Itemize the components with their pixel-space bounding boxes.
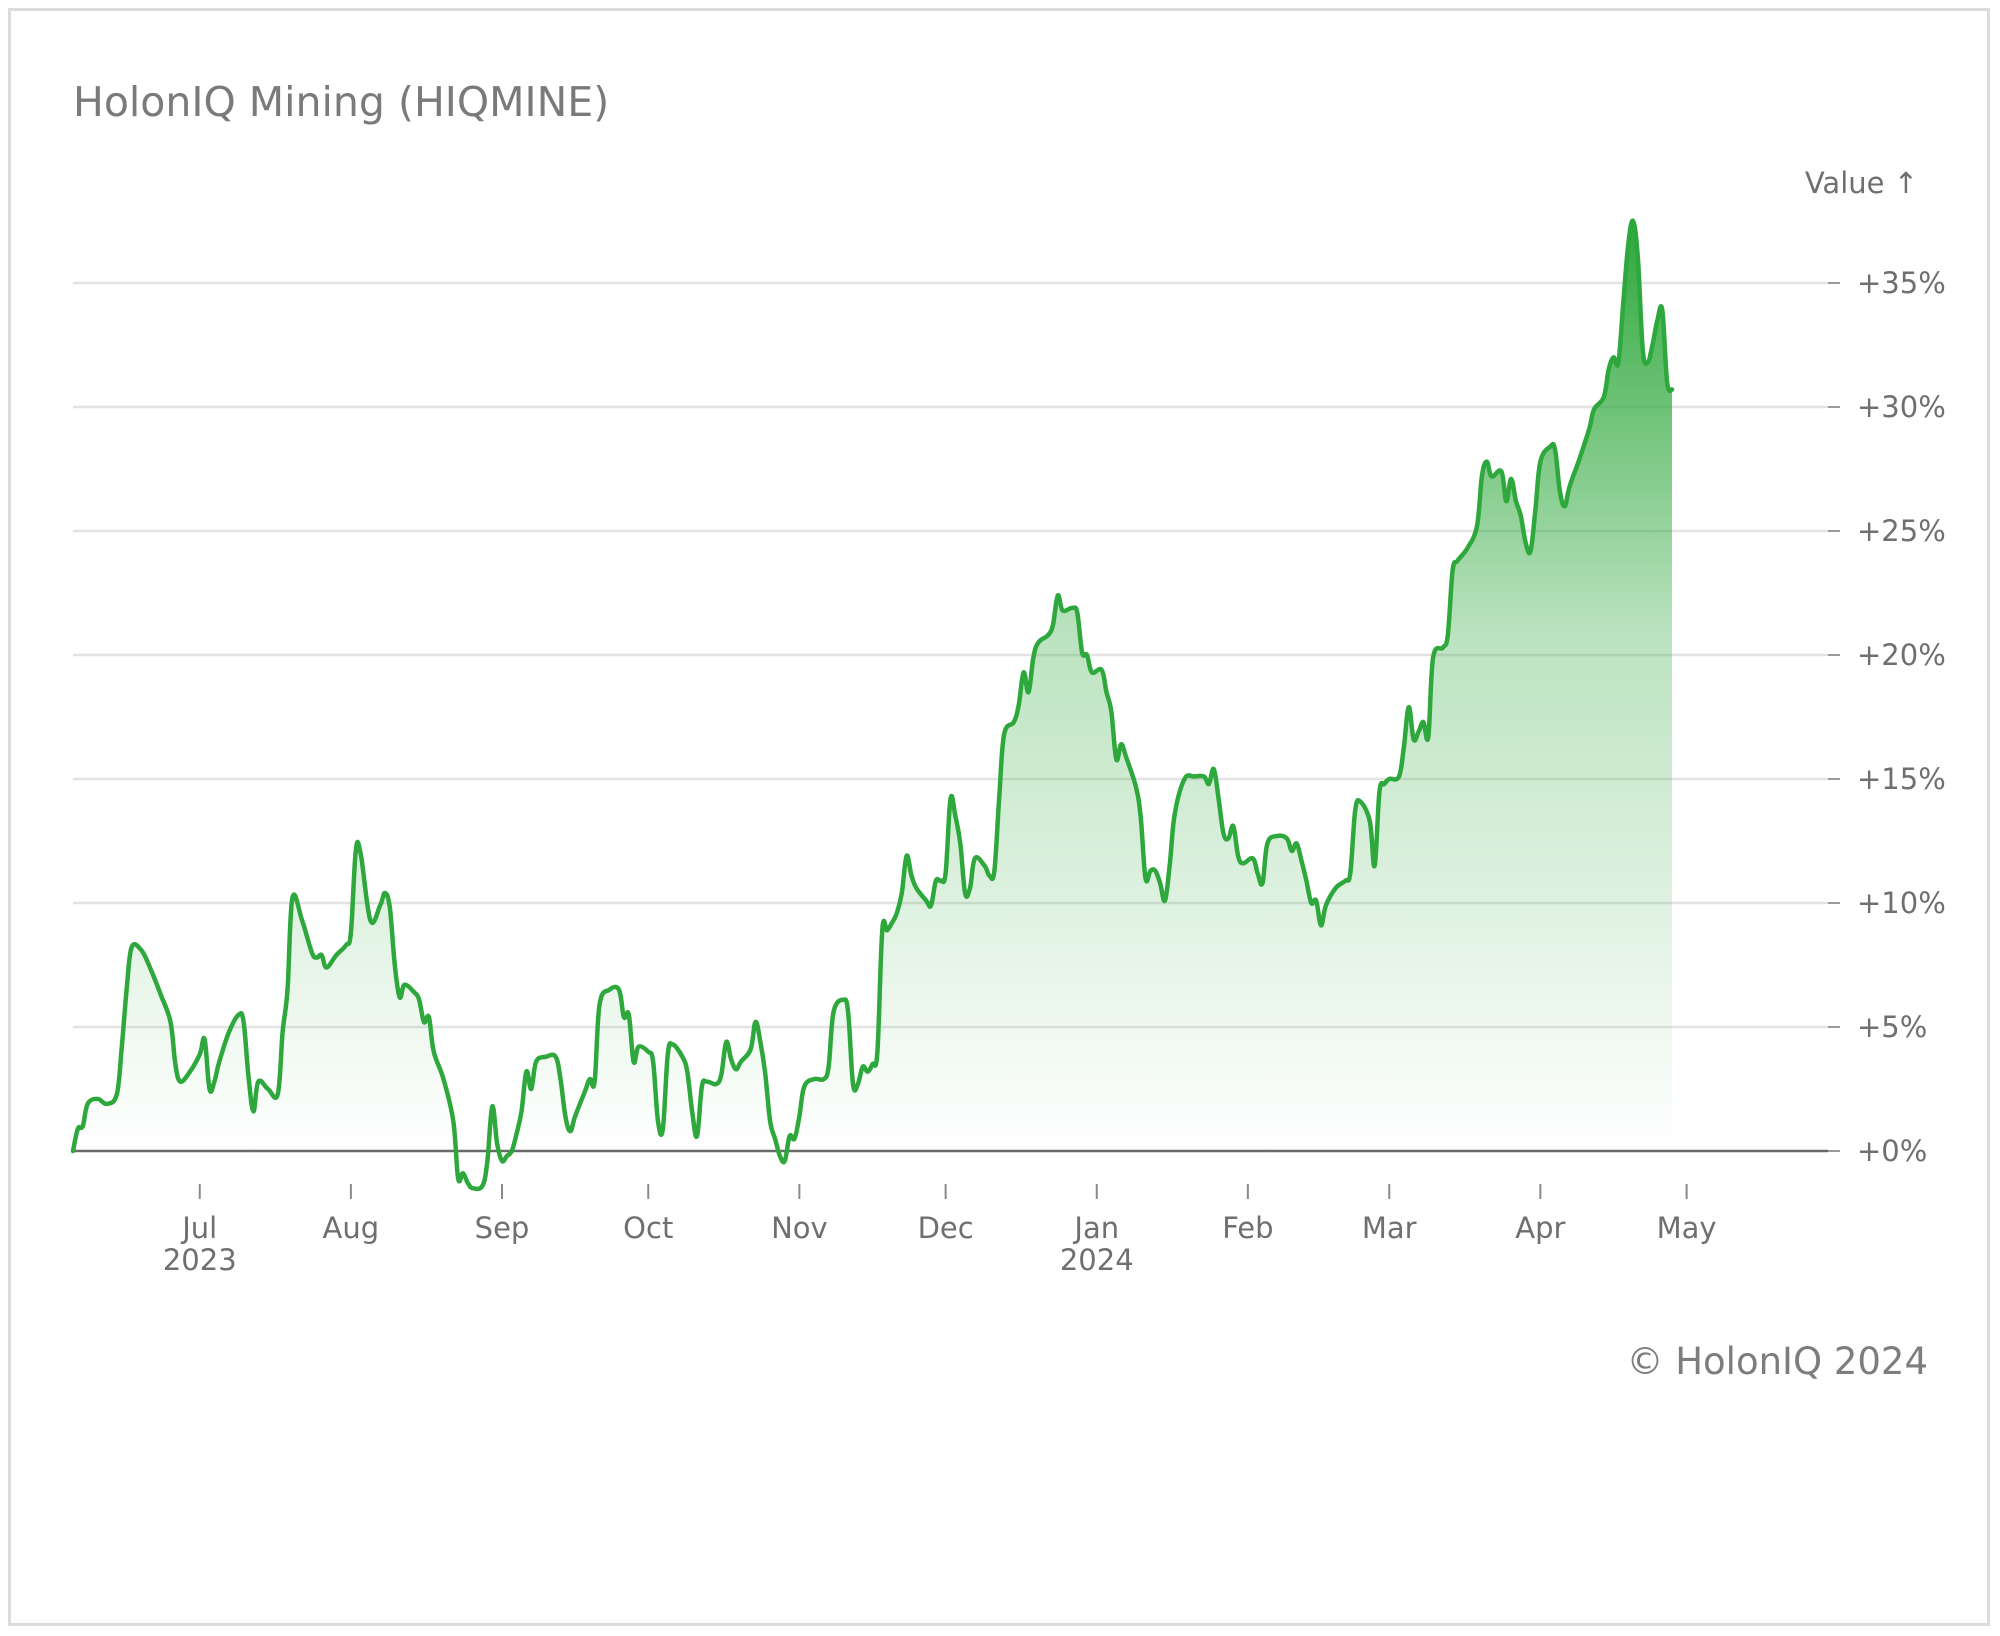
copyright-text: © HolonIQ 2024 <box>1626 1340 1928 1383</box>
area-series <box>73 220 1672 1189</box>
y-tick-label: +10% <box>1857 886 1946 920</box>
series-line <box>70 218 1675 1192</box>
x-tick-label: Sep <box>475 1211 530 1245</box>
x-tick-label: Dec <box>918 1211 974 1245</box>
x-tick-label: Jan <box>1072 1211 1119 1245</box>
area-fill <box>73 220 1672 1189</box>
y-tick-label: +15% <box>1857 762 1946 796</box>
x-tick-label: Apr <box>1515 1211 1565 1245</box>
x-tick-label: Oct <box>623 1211 673 1245</box>
x-tick-label: May <box>1657 1211 1717 1245</box>
x-tick-label: Feb <box>1222 1211 1273 1245</box>
y-tick-label: +25% <box>1857 514 1946 548</box>
x-tick-label: Mar <box>1362 1211 1417 1245</box>
y-axis-title: Value ↑ <box>1805 166 1918 200</box>
y-tick-label: +30% <box>1857 390 1946 424</box>
chart-title: HolonIQ Mining (HIQMINE) <box>73 78 610 126</box>
x-tick-label: Jul <box>180 1211 217 1245</box>
y-tick-label: +5% <box>1857 1010 1927 1044</box>
y-tick-label: +20% <box>1857 638 1946 672</box>
x-tick-label: Aug <box>323 1211 380 1245</box>
x-tick-year-label: 2023 <box>163 1243 237 1277</box>
x-tick-year-label: 2024 <box>1060 1243 1134 1277</box>
y-tick-label: +0% <box>1857 1134 1927 1168</box>
y-tick-label: +35% <box>1857 266 1946 300</box>
line-series <box>70 218 1675 1192</box>
y-axis: +0% +5% +10% +15% +20% +25% +30% +35% <box>1828 266 1946 1168</box>
x-tick-label: Nov <box>771 1211 828 1245</box>
